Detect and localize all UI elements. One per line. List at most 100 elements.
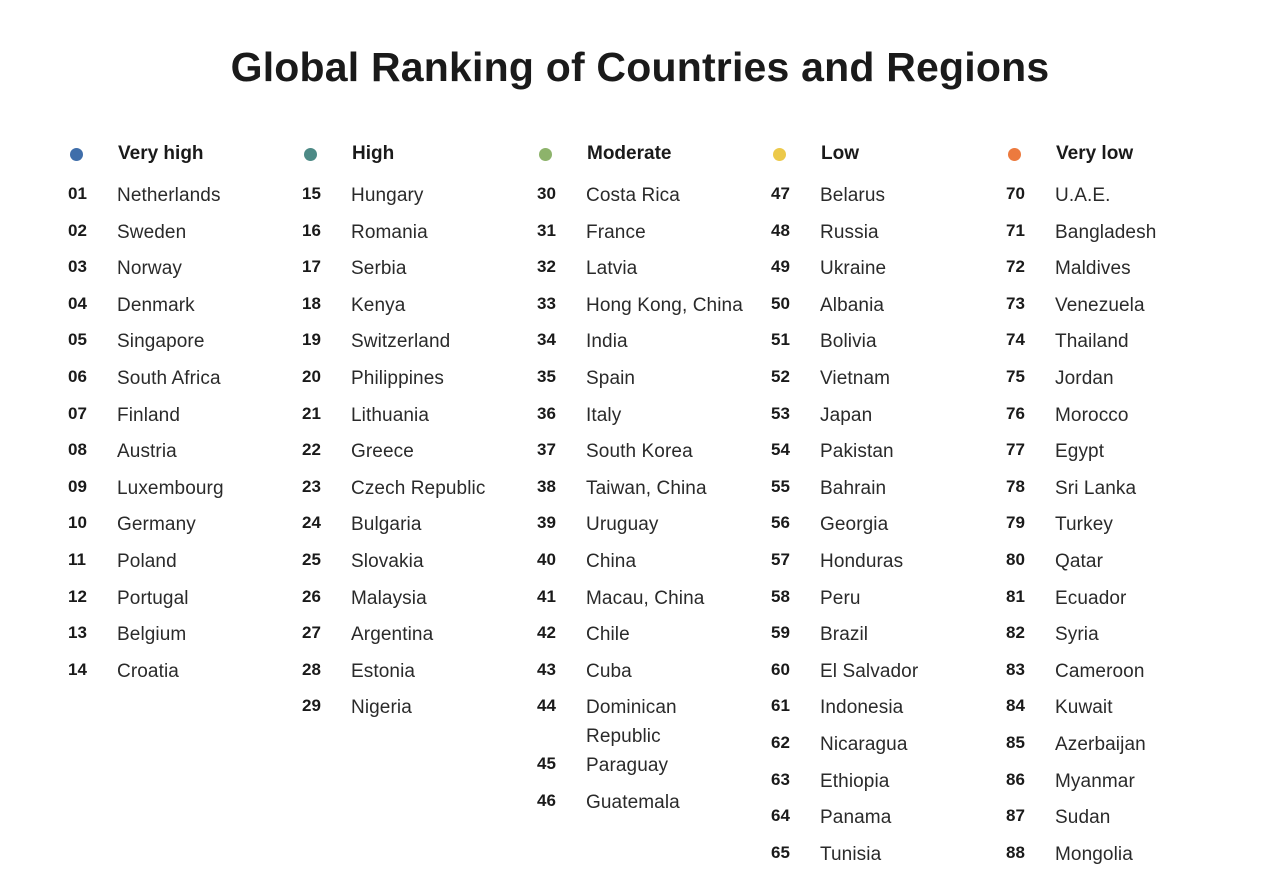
list-item: 63 Ethiopia xyxy=(771,767,996,804)
list-item: 21 Lithuania xyxy=(302,401,527,438)
list-item: 35 Spain xyxy=(537,364,762,401)
rank-number: 32 xyxy=(537,257,556,277)
rank-number: 07 xyxy=(68,403,87,423)
rank-number: 75 xyxy=(1006,366,1025,386)
list-item: 71 Bangladesh xyxy=(1006,218,1231,255)
column-header: Very low xyxy=(1006,140,1231,168)
country-name: Kuwait xyxy=(1055,697,1113,719)
column-header-label: Low xyxy=(821,143,859,164)
country-name: Bangladesh xyxy=(1055,221,1157,243)
rank-number: 57 xyxy=(771,549,790,569)
country-name: Spain xyxy=(586,367,636,389)
ranking-list: 15 Hungary 16 Romania 17 Serbia 18 Kenya 19 Switz… xyxy=(302,181,527,730)
list-item: 82 Syria xyxy=(1006,620,1231,657)
list-item: 74 Thailand xyxy=(1006,327,1231,364)
rank-number: 70 xyxy=(1006,184,1025,203)
country-name: Myanmar xyxy=(1055,770,1135,792)
rank-number: 22 xyxy=(302,440,321,460)
list-item: 77 Egypt xyxy=(1006,437,1231,474)
country-name: Sudan xyxy=(1055,807,1111,829)
list-item: 39 Uruguay xyxy=(537,510,762,547)
country-name: Maldives xyxy=(1055,258,1131,280)
country-name: Singapore xyxy=(117,331,205,353)
country-name: Finland xyxy=(117,404,181,426)
list-item: 02 Sweden xyxy=(68,218,293,255)
country-name: Bahrain xyxy=(820,477,887,499)
ranking-list: 47 Belarus 48 Russia 49 Ukraine 50 Albania 51 Bol… xyxy=(771,181,996,876)
rank-number: 23 xyxy=(302,476,321,496)
rank-number: 44 xyxy=(537,696,556,716)
country-name: Dominican Republic xyxy=(586,697,677,748)
list-item: 75 Jordan xyxy=(1006,364,1231,401)
country-name: Hong Kong, China xyxy=(586,294,743,316)
list-item: 58 Peru xyxy=(771,584,996,621)
list-item: 01 Netherlands xyxy=(68,181,293,218)
country-name: Sri Lanka xyxy=(1055,477,1137,499)
rank-number: 86 xyxy=(1006,769,1025,789)
legend-dot-icon xyxy=(773,147,786,161)
country-name: Georgia xyxy=(820,514,889,536)
list-item: 16 Romania xyxy=(302,218,527,255)
country-name: Turkey xyxy=(1055,514,1113,536)
country-name: Switzerland xyxy=(351,331,451,353)
country-name: Mongolia xyxy=(1055,843,1133,865)
column-high: High 15 Hungary 16 Romania 17 Serbia 18 Kenya 19… xyxy=(302,140,527,730)
column-very-low: Very low 70 U.A.E. 71 Bangladesh 72 Maldives 7… xyxy=(1006,140,1231,876)
rank-number: 38 xyxy=(537,476,556,496)
list-item: 03 Norway xyxy=(68,254,293,291)
country-name: Cameroon xyxy=(1055,660,1145,682)
list-item: 79 Turkey xyxy=(1006,510,1231,547)
country-name: Jordan xyxy=(1055,367,1114,389)
country-name: Russia xyxy=(820,221,879,243)
country-name: South Africa xyxy=(117,367,221,389)
rank-number: 82 xyxy=(1006,623,1025,643)
legend-dot-icon xyxy=(1008,147,1021,161)
rank-number: 42 xyxy=(537,623,556,643)
list-item: 72 Maldives xyxy=(1006,254,1231,291)
rank-number: 80 xyxy=(1006,549,1025,569)
rank-number: 56 xyxy=(771,513,790,533)
ranking-list: 01 Netherlands 02 Sweden 03 Norway 04 Denmark 05… xyxy=(68,181,293,693)
country-name: Germany xyxy=(117,514,196,536)
rank-number: 59 xyxy=(771,623,790,643)
rank-number: 78 xyxy=(1006,476,1025,496)
list-item: 44 Dominican Republic xyxy=(537,693,762,751)
rank-number: 13 xyxy=(68,623,87,643)
list-item: 42 Chile xyxy=(537,620,762,657)
list-item: 23 Czech Republic xyxy=(302,474,527,511)
country-name: Albania xyxy=(820,294,885,316)
list-item: 54 Pakistan xyxy=(771,437,996,474)
rank-number: 60 xyxy=(771,659,790,679)
list-item: 61 Indonesia xyxy=(771,693,996,730)
rank-number: 52 xyxy=(771,366,790,386)
list-item: 06 South Africa xyxy=(68,364,293,401)
country-name: Macau, China xyxy=(586,587,705,609)
country-name: Belarus xyxy=(820,185,886,206)
country-name: Italy xyxy=(586,404,622,426)
column-low: Low 47 Belarus 48 Russia 49 Ukraine 50 Albania 5… xyxy=(771,140,996,876)
rank-number: 46 xyxy=(537,790,556,810)
country-name: Croatia xyxy=(117,660,179,682)
list-item: 73 Venezuela xyxy=(1006,291,1231,328)
list-item: 08 Austria xyxy=(68,437,293,474)
rank-number: 45 xyxy=(537,754,556,774)
country-name: South Korea xyxy=(586,441,693,463)
list-item: 25 Slovakia xyxy=(302,547,527,584)
list-item: 51 Bolivia xyxy=(771,327,996,364)
country-name: Morocco xyxy=(1055,404,1129,426)
list-item: 50 Albania xyxy=(771,291,996,328)
list-item: 86 Myanmar xyxy=(1006,767,1231,804)
rank-number: 87 xyxy=(1006,806,1025,826)
country-name: Peru xyxy=(820,587,861,609)
column-header-label: Moderate xyxy=(587,143,672,164)
country-name: Romania xyxy=(351,221,428,243)
list-item: 59 Brazil xyxy=(771,620,996,657)
rank-number: 84 xyxy=(1006,696,1025,716)
country-name: Bulgaria xyxy=(351,514,422,536)
country-name: Honduras xyxy=(820,550,904,572)
list-item: 26 Malaysia xyxy=(302,584,527,621)
country-name: Czech Republic xyxy=(351,477,486,499)
list-item: 34 India xyxy=(537,327,762,364)
country-name: Ecuador xyxy=(1055,587,1127,609)
list-item: 81 Ecuador xyxy=(1006,584,1231,621)
